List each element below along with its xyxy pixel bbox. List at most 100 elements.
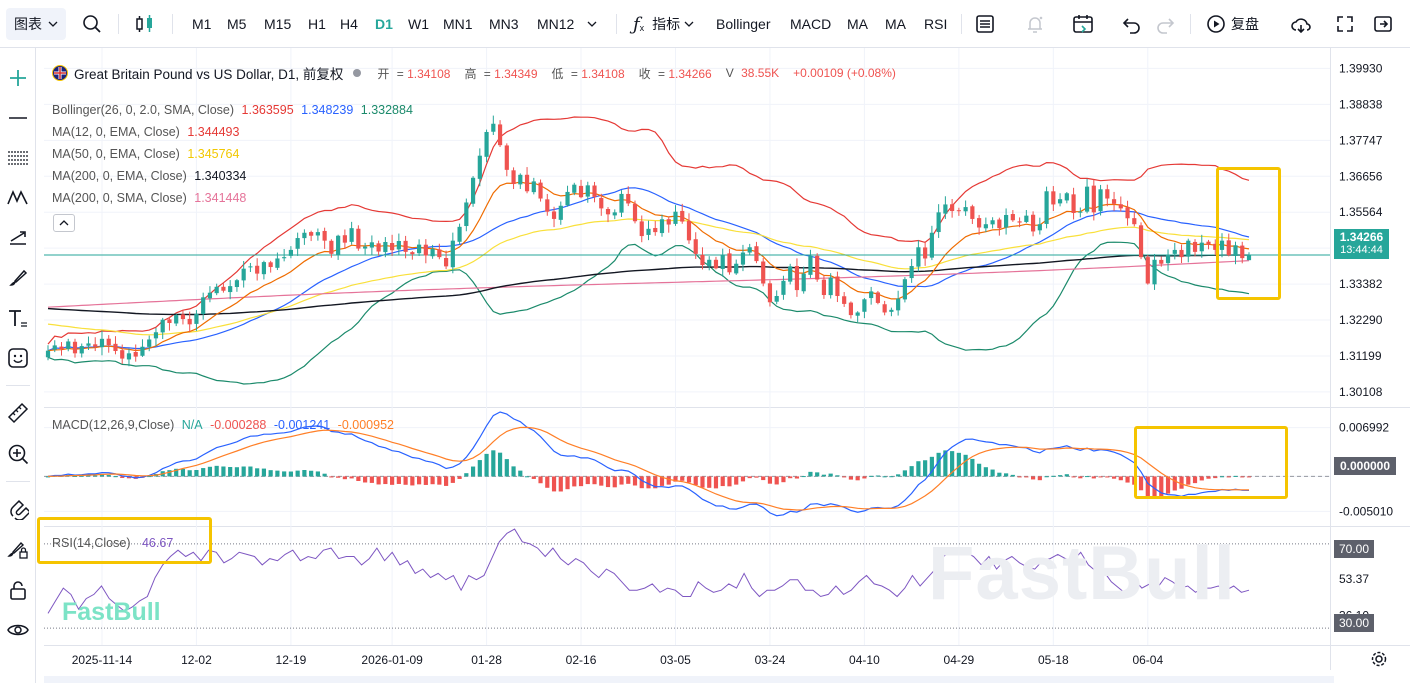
timeframe-h4[interactable]: H4: [340, 16, 358, 32]
candle-body: [909, 266, 914, 279]
macd-histogram-bar: [794, 476, 800, 479]
indicator-bollinger-0-button[interactable]: Bollinger: [716, 16, 771, 32]
crosshair-icon[interactable]: [6, 66, 30, 90]
candle-body: [923, 247, 928, 259]
indicator-macd-1-button[interactable]: MACD: [790, 16, 832, 32]
macd-histogram-bar: [1199, 476, 1204, 481]
timeframe-mn3[interactable]: MN3: [489, 16, 519, 32]
ruler-icon[interactable]: [6, 401, 30, 425]
timeframe-h1[interactable]: H1: [308, 16, 326, 32]
indicator-rsi-4-button[interactable]: RSI: [924, 16, 948, 32]
zoom-in-icon[interactable]: [6, 442, 30, 466]
chevron-up-icon: [59, 220, 69, 226]
horizontal-line-icon[interactable]: [6, 106, 30, 130]
macd-histogram-bar: [1138, 476, 1144, 491]
x-tick-label: 02-16: [566, 653, 597, 667]
macd-histogram-bar: [747, 476, 752, 479]
macd-histogram-bar: [545, 476, 550, 488]
layout-icon[interactable]: [975, 0, 995, 48]
candle-body: [207, 292, 213, 299]
calendar-icon[interactable]: [1072, 0, 1094, 48]
timeframe-m1[interactable]: M1: [192, 16, 212, 32]
collapse-legend-button[interactable]: [53, 214, 75, 232]
ma200-ema-line: [47, 254, 1249, 316]
brush-icon[interactable]: [6, 266, 30, 290]
lock-icon[interactable]: [6, 578, 30, 602]
candle-body: [113, 343, 118, 352]
trend-arrow-icon[interactable]: [6, 225, 30, 249]
alert-icon[interactable]: [1025, 0, 1045, 48]
macd-zero-tag: 0.000000: [1334, 457, 1396, 475]
exit-icon[interactable]: [1373, 0, 1393, 48]
cloud-icon[interactable]: [1290, 0, 1312, 48]
drawing-toolbar: [0, 48, 36, 683]
macd-histogram-bar: [740, 476, 746, 482]
macd-histogram-bar: [302, 470, 307, 477]
undo-icon[interactable]: [1122, 0, 1142, 48]
timeframe-mn12[interactable]: MN12: [537, 16, 575, 32]
timeframe-m5[interactable]: M5: [227, 16, 247, 32]
rsi-legend[interactable]: RSI(14,Close) 46.67: [52, 536, 177, 550]
candle-body: [619, 193, 624, 213]
pattern-icon[interactable]: [6, 185, 30, 209]
timeframe-mn1[interactable]: MN1: [443, 16, 473, 32]
macd-histogram-bar: [1240, 476, 1245, 478]
macd-histogram-bar: [713, 476, 719, 489]
ma200-ema-legend[interactable]: MA(200, 0, EMA, Close) 1.340334: [52, 169, 250, 183]
rsi-value: 46.67: [141, 536, 174, 550]
draw-lock-icon[interactable]: [6, 537, 30, 561]
close-label: 收: [638, 66, 651, 81]
candle-body: [194, 313, 199, 324]
macd-value: -0.000288: [210, 418, 267, 432]
macd-histogram-bar: [437, 476, 442, 485]
macd-histogram-bar: [376, 476, 381, 485]
chart-type-dropdown[interactable]: 图表: [6, 0, 66, 48]
indicator-ma-2-button[interactable]: MA: [847, 16, 868, 32]
macd-histogram-bar: [255, 468, 260, 477]
emoji-icon[interactable]: [6, 346, 30, 370]
macd-histogram-bar: [970, 458, 975, 477]
macd-legend[interactable]: MACD(12,26,9,Close) N/A -0.000288 -0.001…: [52, 418, 398, 432]
search-icon[interactable]: [82, 0, 102, 48]
indicator-ma-3-button[interactable]: MA: [885, 16, 906, 32]
candle-body: [99, 338, 105, 348]
macd-histogram-bar: [909, 466, 914, 477]
replay-button[interactable]: 复盘: [1206, 0, 1259, 48]
bollinger-upper-line: [47, 116, 1250, 345]
macd-histogram-bar: [295, 470, 300, 477]
macd-histogram-bar: [93, 475, 98, 477]
chevron-down-icon: [48, 21, 58, 27]
candle-body: [585, 185, 590, 197]
ma200-sma-legend[interactable]: MA(200, 0, SMA, Close) 1.341448: [52, 191, 250, 205]
macd-histogram-bar: [983, 467, 988, 477]
x-tick-label: 05-18: [1038, 653, 1069, 667]
redo-icon[interactable]: [1155, 0, 1175, 48]
timeframe-d1[interactable]: D1: [375, 16, 393, 32]
timeframe-m15[interactable]: M15: [264, 16, 292, 32]
macd-hist-value: N/A: [181, 418, 203, 432]
candle-body: [1206, 241, 1211, 245]
fullscreen-icon[interactable]: [1335, 0, 1355, 48]
time-scrollbar[interactable]: [44, 676, 1334, 683]
eye-icon[interactable]: [6, 618, 30, 642]
settings-icon[interactable]: [1370, 650, 1388, 673]
candle-style-icon[interactable]: [134, 0, 156, 48]
macd-histogram-bar: [261, 468, 267, 477]
macd-histogram-bar: [835, 475, 840, 477]
more-timeframes-chevron-icon[interactable]: [587, 0, 597, 48]
macd-histogram-bar: [693, 476, 698, 486]
candle-body: [450, 240, 455, 268]
bollinger-legend[interactable]: Bollinger(26, 0, 2.0, SMA, Close) 1.3635…: [52, 103, 417, 117]
candle-body: [592, 185, 597, 197]
candle-body: [1159, 259, 1164, 264]
symbol-name[interactable]: Great Britain Pound vs US Dollar, D1, 前复…: [74, 67, 344, 82]
macd-histogram-bar: [1226, 476, 1231, 478]
fib-lines-icon[interactable]: [6, 145, 30, 169]
magnet-icon[interactable]: [6, 497, 30, 521]
ma12-legend[interactable]: MA(12, 0, EMA, Close) 1.344493: [52, 125, 243, 139]
ma50-legend[interactable]: MA(50, 0, EMA, Close) 1.345764: [52, 147, 243, 161]
timeframe-w1[interactable]: W1: [408, 16, 429, 32]
text-tool-icon[interactable]: [6, 306, 30, 330]
